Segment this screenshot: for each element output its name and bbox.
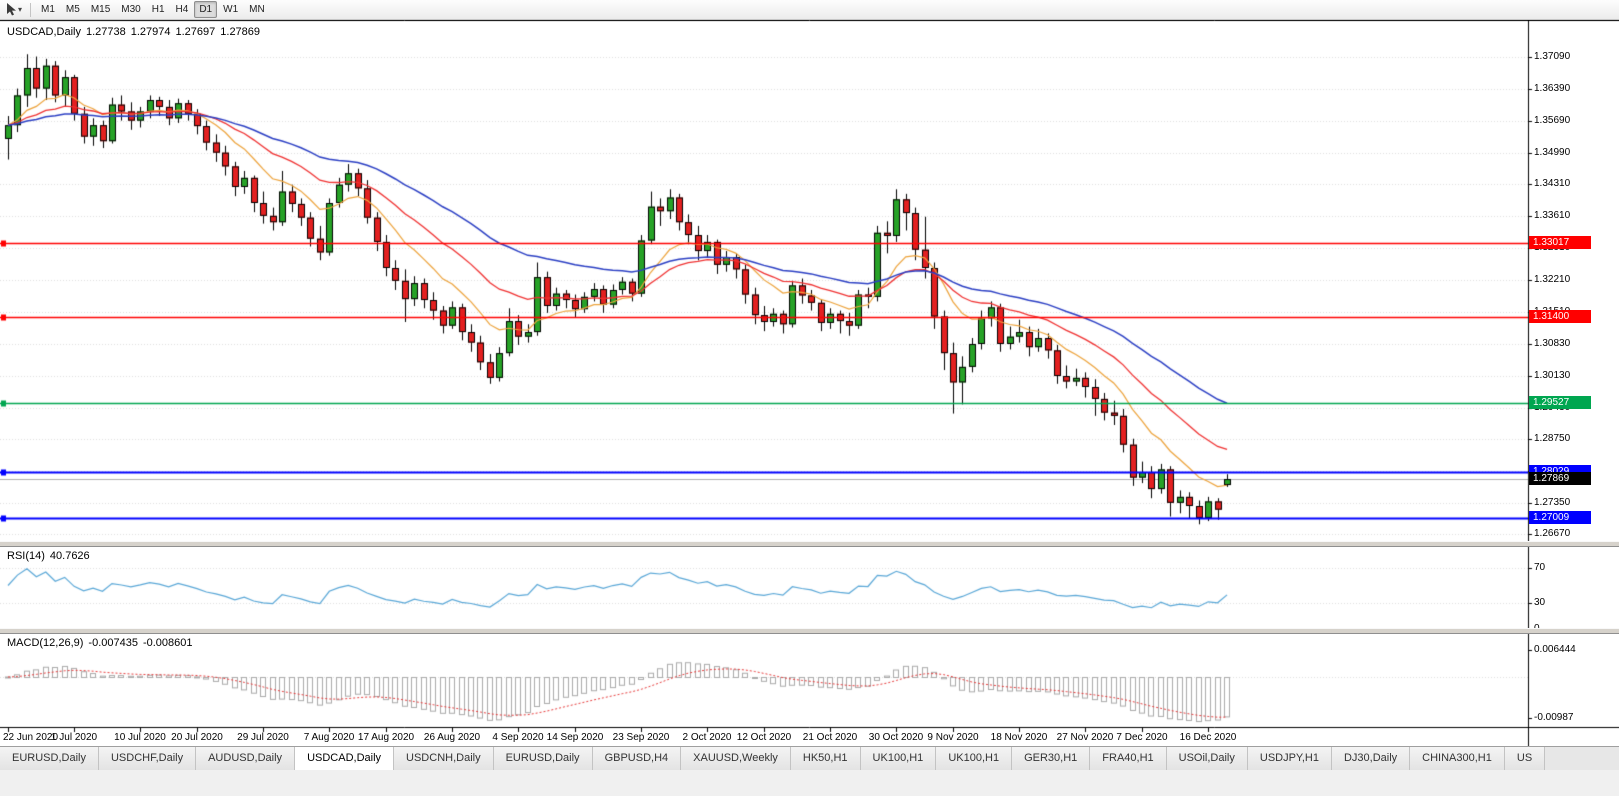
rsi-value: 40.7626 <box>49 550 90 562</box>
price-axis-tick-label: 1.34310 <box>1534 178 1571 189</box>
toolbar-separator <box>30 2 32 17</box>
chart-tab-xauusd-weekly[interactable]: XAUUSD,Weekly <box>681 747 791 770</box>
timeframes-toolbar: ▾ M1 M5 M15 M30 H1 H4 D1 W1 MN <box>0 0 1619 20</box>
chart-title: USDCAD,Daily 1.27738 1.27974 1.27697 1.27869 <box>7 26 265 38</box>
timeframe-button-w1[interactable]: W1 <box>223 4 239 15</box>
macd-main-value: -0.007435 <box>88 637 138 649</box>
current-price-badge: 1.27869 <box>1529 472 1591 485</box>
chart-tabs-bar: EURUSD,Daily USDCHF,Daily AUDUSD,Daily USDC… <box>0 746 1619 770</box>
macd-name: MACD(12,26,9) <box>7 637 84 649</box>
cursor-tool-icon[interactable] <box>6 3 17 16</box>
price-chart-canvas[interactable] <box>0 20 1619 746</box>
chart-tab-eurusd-daily[interactable]: EURUSD,Daily <box>0 747 99 770</box>
date-axis-tick-label: 29 Jul 2020 <box>237 732 289 743</box>
price-axis-tick-label: 1.30830 <box>1534 338 1571 349</box>
date-axis-tick-label: 16 Dec 2020 <box>1179 732 1237 743</box>
timeframe-button-mn[interactable]: MN <box>249 4 265 15</box>
chart-tab-usdcad-daily[interactable]: USDCAD,Daily <box>295 747 395 770</box>
rsi-axis-tick-label: 70 <box>1534 562 1546 573</box>
price-axis-tick-label: 1.27350 <box>1534 497 1571 508</box>
date-axis-tick-label: 26 Aug 2020 <box>423 732 481 743</box>
chart-tab-usdcnh-daily[interactable]: USDCNH,Daily <box>394 747 494 770</box>
chart-tab-hk50-h1[interactable]: HK50,H1 <box>790 747 861 770</box>
rsi-axis-tick-label: 30 <box>1534 597 1546 608</box>
macd-axis-tick-label: -0.00987 <box>1534 712 1574 723</box>
status-bar <box>0 770 1619 796</box>
timeframe-button-h4[interactable]: H4 <box>175 4 189 15</box>
chart-tab-fra40-h1[interactable]: FRA40,H1 <box>1090 747 1167 770</box>
chart-symbol: USDCAD,Daily <box>7 26 81 38</box>
rsi-indicator-label: RSI(14) 40.7626 <box>7 550 95 562</box>
timeframe-button-m30[interactable]: M30 <box>121 4 141 15</box>
chart-tab-us[interactable]: US <box>1504 747 1546 770</box>
date-axis-tick-label: 17 Aug 2020 <box>357 732 415 743</box>
timeframe-button-h1[interactable]: H1 <box>151 4 165 15</box>
date-axis-tick-label: 10 Jul 2020 <box>114 732 166 743</box>
price-axis-tick-label: 1.36390 <box>1534 83 1571 94</box>
date-axis-tick-label: 14 Sep 2020 <box>546 732 604 743</box>
price-line-badge: 1.33017 <box>1529 236 1591 249</box>
date-axis-tick-label: 20 Jul 2020 <box>171 732 223 743</box>
timeframe-button-m15[interactable]: M15 <box>90 4 111 15</box>
date-axis-tick-label: 18 Nov 2020 <box>990 732 1048 743</box>
chart-tab-eurusd-daily[interactable]: EURUSD,Daily <box>493 747 593 770</box>
rsi-panel-splitter[interactable] <box>0 541 1619 547</box>
price-axis-tick-label: 1.32210 <box>1534 274 1571 285</box>
timeframe-buttons: M1 M5 M15 M30 H1 H4 D1 W1 MN <box>36 1 270 18</box>
macd-panel-splitter[interactable] <box>0 628 1619 634</box>
date-axis-tick-label: 7 Aug 2020 <box>303 732 355 743</box>
price-axis-tick-label: 1.34990 <box>1534 147 1571 158</box>
ohlc-open: 1.27738 <box>85 26 126 38</box>
chart-tab-audusd-daily[interactable]: AUDUSD,Daily <box>196 747 296 770</box>
price-axis-tick-label: 1.33610 <box>1534 210 1571 221</box>
chart-tab-uk100-h1[interactable]: UK100,H1 <box>860 747 937 770</box>
date-axis-tick-label: 23 Sep 2020 <box>612 732 670 743</box>
ohlc-high: 1.27974 <box>130 26 171 38</box>
macd-indicator-label: MACD(12,26,9) -0.007435 -0.008601 <box>7 637 198 649</box>
chart-window: USDCAD,Daily 1.27738 1.27974 1.27697 1.27869… <box>0 20 1619 746</box>
price-axis-tick-label: 1.28750 <box>1534 433 1571 444</box>
chart-tab-dj30-daily[interactable]: DJ30,Daily <box>1331 747 1411 770</box>
timeframe-button-d1[interactable]: D1 <box>194 1 218 18</box>
date-axis-tick-label: 27 Nov 2020 <box>1056 732 1114 743</box>
price-axis-tick-label: 1.37090 <box>1534 51 1571 62</box>
chart-tool-group: ▾ <box>3 3 25 16</box>
date-axis-tick-label: 22 Jun 2020 <box>3 732 59 743</box>
price-line-badge: 1.31400 <box>1529 310 1591 323</box>
chart-tab-usdchf-daily[interactable]: USDCHF,Daily <box>98 747 197 770</box>
price-axis-tick-label: 1.30130 <box>1534 370 1571 381</box>
ohlc-close: 1.27869 <box>220 26 261 38</box>
chart-tab-usoil-daily[interactable]: USOil,Daily <box>1166 747 1248 770</box>
chart-tab-china300-h1[interactable]: CHINA300,H1 <box>1410 747 1505 770</box>
price-line-badge: 1.29527 <box>1529 396 1591 409</box>
date-axis-tick-label: 2 Oct 2020 <box>682 732 732 743</box>
chart-tab-uk100-h1[interactable]: UK100,H1 <box>936 747 1013 770</box>
date-axis-tick-label: 1 Jul 2020 <box>50 732 98 743</box>
date-axis-tick-label: 21 Oct 2020 <box>802 732 858 743</box>
macd-signal-value: -0.008601 <box>142 637 193 649</box>
price-line-badge: 1.27009 <box>1529 511 1591 524</box>
ohlc-low: 1.27697 <box>175 26 216 38</box>
rsi-name: RSI(14) <box>7 550 45 562</box>
date-axis-tick-label: 4 Sep 2020 <box>492 732 544 743</box>
macd-axis-tick-label: 0.006444 <box>1534 644 1576 655</box>
date-axis-tick-label: 12 Oct 2020 <box>736 732 792 743</box>
chart-tab-gbpusd-h4[interactable]: GBPUSD,H4 <box>592 747 682 770</box>
chart-tab-ger30-h1[interactable]: GER30,H1 <box>1012 747 1091 770</box>
chart-tab-usdjpy-h1[interactable]: USDJPY,H1 <box>1247 747 1332 770</box>
price-axis-tick-label: 1.26670 <box>1534 528 1571 539</box>
price-axis-tick-label: 1.35690 <box>1534 115 1571 126</box>
date-axis-tick-label: 9 Nov 2020 <box>927 732 979 743</box>
date-axis-tick-label: 7 Dec 2020 <box>1116 732 1168 743</box>
chevron-down-icon[interactable]: ▾ <box>18 5 23 14</box>
timeframe-button-m1[interactable]: M1 <box>41 4 55 15</box>
timeframe-button-m5[interactable]: M5 <box>65 4 80 15</box>
date-axis-tick-label: 30 Oct 2020 <box>868 732 924 743</box>
